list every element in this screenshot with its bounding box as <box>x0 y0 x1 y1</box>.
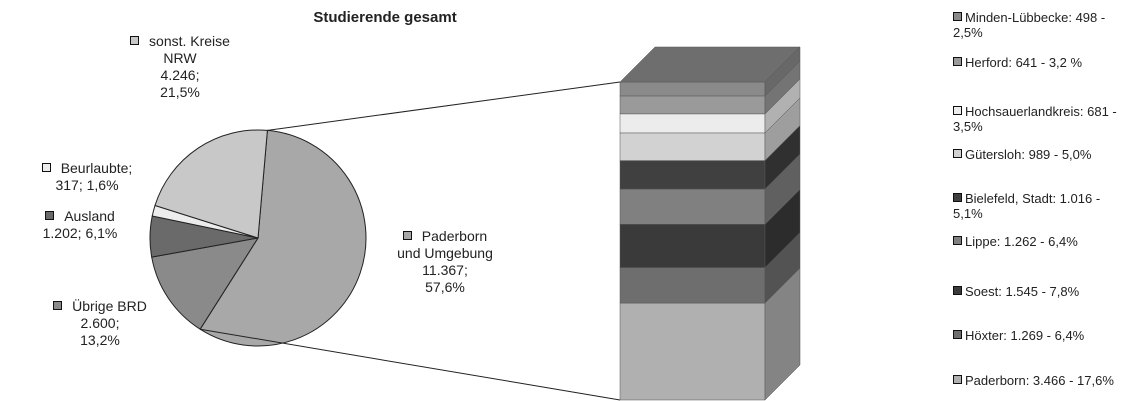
pie-label: Paderborn und Umgebung 11.367; 57,6% <box>395 228 495 296</box>
legend-label: Paderborn: 3.466 - 17,6% <box>965 373 1114 388</box>
legend-marker <box>953 236 962 245</box>
legend-marker <box>53 301 63 310</box>
legend-item: Paderborn: 3.466 - 17,6% <box>953 373 1118 388</box>
legend-marker <box>953 330 962 339</box>
legend-label: Hochsauerlandkreis: 681 - 3,5% <box>953 104 1117 134</box>
pie-value-label: 11.367; 57,6% <box>422 262 468 295</box>
pie-category: Paderborn und Umgebung <box>397 228 493 261</box>
legend-item: Lippe: 1.262 - 6,4% <box>953 234 1118 249</box>
pie-category: Beurlaubte; <box>60 160 133 176</box>
pie-value-label: 2.600; 13,2% <box>80 315 120 348</box>
connector-line <box>200 328 621 401</box>
legend-item: Bielefeld, Stadt: 1.016 - 5,1% <box>953 191 1118 221</box>
connector-line <box>267 81 621 131</box>
pie-label: Beurlaubte; 317; 1,6% <box>12 160 162 194</box>
bar-segment <box>619 81 766 97</box>
legend-label: Herford: 641 - 3,2 % <box>965 55 1083 70</box>
bar-segment <box>619 267 766 304</box>
legend-marker <box>402 231 412 240</box>
bar-segment <box>619 224 766 268</box>
bar-segment <box>619 95 766 115</box>
legend-marker <box>953 12 962 21</box>
legend-marker <box>953 57 962 66</box>
legend-marker <box>41 163 51 172</box>
bar-segment <box>619 188 766 225</box>
legend-label: Höxter: 1.269 - 6,4% <box>965 328 1085 343</box>
legend-marker <box>953 149 962 158</box>
legend-item: Gütersloh: 989 - 5,0% <box>953 147 1118 162</box>
pie-slice <box>151 237 260 330</box>
legend-label: Lippe: 1.262 - 6,4% <box>965 234 1078 249</box>
bar-segment <box>619 113 766 134</box>
legend-marker <box>130 36 140 45</box>
pie-label: Ausland 1.202; 6,1% <box>5 208 155 242</box>
legend-label: Gütersloh: 989 - 5,0% <box>965 147 1092 162</box>
legend-item: Höxter: 1.269 - 6,4% <box>953 328 1118 343</box>
bar-segment <box>619 160 766 190</box>
pie-label: sonst. Kreise NRW 4.246; 21,5% <box>115 33 245 101</box>
chart-title: Studierende gesamt <box>313 9 456 26</box>
legend-item: Hochsauerlandkreis: 681 - 3,5% <box>953 104 1118 134</box>
legend-item: Soest: 1.545 - 7,8% <box>953 284 1118 299</box>
legend-item: Minden-Lübbecke: 498 - 2,5% <box>953 10 1118 40</box>
legend-marker <box>45 211 55 220</box>
pie-category: sonst. Kreise NRW <box>149 33 230 66</box>
pie-value-label: 1.202; 6,1% <box>42 225 118 241</box>
legend-marker <box>953 193 962 202</box>
legend-label: Bielefeld, Stadt: 1.016 - 5,1% <box>953 191 1101 221</box>
legend-item: Herford: 641 - 3,2 % <box>953 55 1118 70</box>
bar-segment <box>619 302 766 401</box>
bar-segment <box>619 132 766 161</box>
pie-slice <box>199 129 367 347</box>
pie-label: Übrige BRD 2.600; 13,2% <box>30 298 170 349</box>
pie-value-label: 317; 1,6% <box>55 177 119 193</box>
pie-category: Ausland <box>64 208 115 224</box>
pie-category: Übrige BRD <box>72 298 147 314</box>
legend-label: Minden-Lübbecke: 498 - 2,5% <box>953 10 1106 40</box>
pie-slice <box>154 129 268 239</box>
pie-value-label: 4.246; 21,5% <box>160 67 200 100</box>
legend-label: Soest: 1.545 - 7,8% <box>965 284 1080 299</box>
legend-marker <box>953 375 962 384</box>
legend-marker <box>953 286 962 295</box>
legend-marker <box>953 106 962 115</box>
bar-top <box>619 46 801 83</box>
